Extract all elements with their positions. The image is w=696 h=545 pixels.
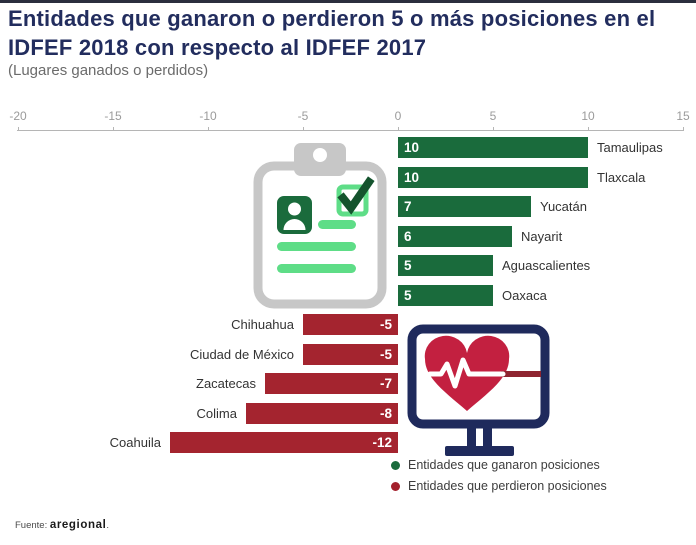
bar-category-label: Yucatán	[540, 199, 587, 214]
bar: 10	[398, 166, 588, 188]
clipboard-checklist-icon	[253, 143, 387, 309]
chart-subtitle: (Lugares ganados o perdidos)	[8, 62, 209, 79]
legend-dot-icon	[391, 460, 400, 470]
bar-value-label: -12	[372, 435, 392, 450]
source-note: Fuente: aregional.	[15, 519, 109, 531]
bar-value-label: -8	[379, 405, 392, 421]
x-axis-tick	[113, 127, 114, 131]
legend-item: Entidades que ganaron posiciones	[391, 458, 607, 472]
x-axis-tick-label: 5	[489, 109, 497, 123]
x-axis-tick	[398, 127, 399, 131]
bar-value-label: -7	[379, 376, 392, 391]
x-axis-tick-label: -10	[199, 109, 217, 123]
source-suffix: .	[106, 520, 110, 531]
legend-label: Entidades que ganaron posiciones	[408, 458, 600, 472]
x-axis-line	[17, 130, 683, 131]
x-axis-tick-label: 0	[394, 109, 402, 123]
bar-value-label: -5	[379, 346, 392, 362]
bar-value-label: -5	[379, 317, 392, 332]
x-axis-tick	[208, 127, 209, 131]
x-axis-tick-label: -15	[104, 109, 122, 123]
bar-value-label: 10	[404, 169, 420, 185]
bar-value-label: 6	[404, 228, 412, 244]
bar-value-label: 5	[404, 258, 412, 273]
x-axis-tick	[588, 127, 589, 131]
bar-category-label: Ciudad de México	[189, 346, 294, 362]
bar: -8	[246, 402, 398, 424]
bar: 6	[398, 225, 512, 247]
x-axis-tick	[18, 127, 19, 131]
x-axis-tick-label: -20	[9, 109, 27, 123]
x-axis-tick	[683, 127, 684, 131]
bar-category-label: Aguascalientes	[502, 258, 591, 273]
bar: -7	[265, 373, 398, 394]
bar-category-label: Zacatecas	[196, 376, 256, 391]
bar: 7	[398, 196, 531, 217]
x-axis-tick	[493, 127, 494, 131]
bar-category-label: Coahuila	[109, 435, 161, 450]
bar-category-label: Tamaulipas	[597, 140, 663, 155]
x-axis-tick-label: 10	[581, 109, 595, 123]
x-axis-tick-label: 15	[676, 109, 690, 123]
bar-category-label: Tlaxcala	[597, 169, 646, 185]
bar: 10	[398, 137, 588, 158]
x-axis-tick	[303, 127, 304, 131]
legend: Entidades que ganaron posiciones Entidade…	[391, 458, 607, 500]
bar: 5	[398, 255, 493, 276]
bar: -12	[170, 432, 398, 453]
bar-category-label: Oaxaca	[502, 287, 547, 303]
bar-value-label: 5	[404, 287, 412, 303]
monitor-heartbeat-icon	[407, 324, 550, 456]
legend-label: Entidades que perdieron posiciones	[408, 479, 607, 493]
bar-value-label: 7	[404, 199, 412, 214]
chart-title: Entidades que ganaron o perdieron 5 o má…	[8, 6, 656, 60]
x-axis-tick-label: -5	[297, 109, 309, 123]
bar: 5	[398, 284, 493, 306]
source-prefix: Fuente:	[15, 520, 48, 531]
bar: -5	[303, 343, 398, 365]
bar-category-label: Colima	[196, 405, 237, 421]
bar: -5	[303, 314, 398, 335]
top-border-rule	[0, 0, 696, 3]
bar-value-label: 10	[404, 140, 420, 155]
legend-dot-icon	[391, 481, 400, 491]
legend-item: Entidades que perdieron posiciones	[391, 479, 607, 493]
bar-category-label: Chihuahua	[231, 317, 294, 332]
bar-category-label: Nayarit	[521, 228, 563, 244]
source-name: aregional	[49, 519, 107, 531]
